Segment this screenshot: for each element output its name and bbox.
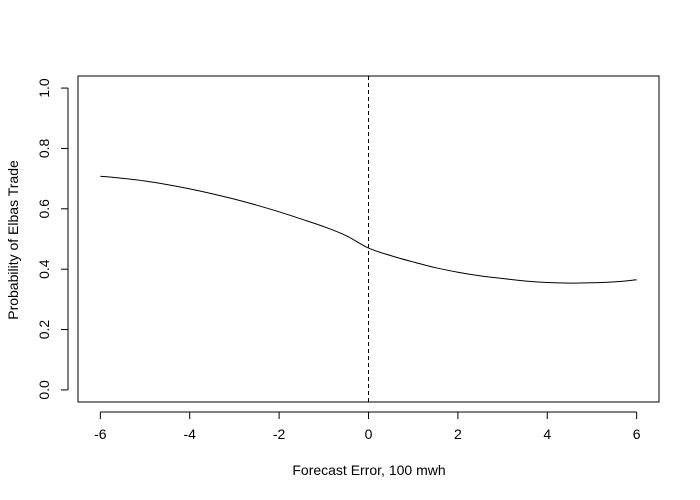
- x-tick-label: -4: [184, 426, 197, 442]
- y-axis: 0.0 0.2 0.4 0.6 0.8 1.0: [36, 78, 69, 400]
- y-tick-label: 0.0: [36, 380, 52, 400]
- x-tick-label: -6: [94, 426, 107, 442]
- x-axis-title: Forecast Error, 100 mwh: [292, 462, 445, 478]
- x-tick-label: 2: [454, 426, 462, 442]
- x-axis: -6 -4 -2 0 2 4 6: [94, 411, 641, 442]
- x-tick-label: -2: [273, 426, 286, 442]
- y-tick-label: 0.4: [36, 259, 52, 279]
- y-axis-title: Probability of Elbas Trade: [5, 160, 21, 320]
- y-tick-label: 0.6: [36, 199, 52, 219]
- series-line: [100, 175, 637, 284]
- y-tick-label: 0.8: [36, 139, 52, 159]
- x-tick-label: 6: [633, 426, 641, 442]
- series-layer: [100, 175, 637, 284]
- x-tick-label: 0: [365, 426, 373, 442]
- y-tick-label: 0.2: [36, 320, 52, 340]
- x-tick-label: 4: [543, 426, 551, 442]
- y-tick-label: 1.0: [36, 78, 52, 98]
